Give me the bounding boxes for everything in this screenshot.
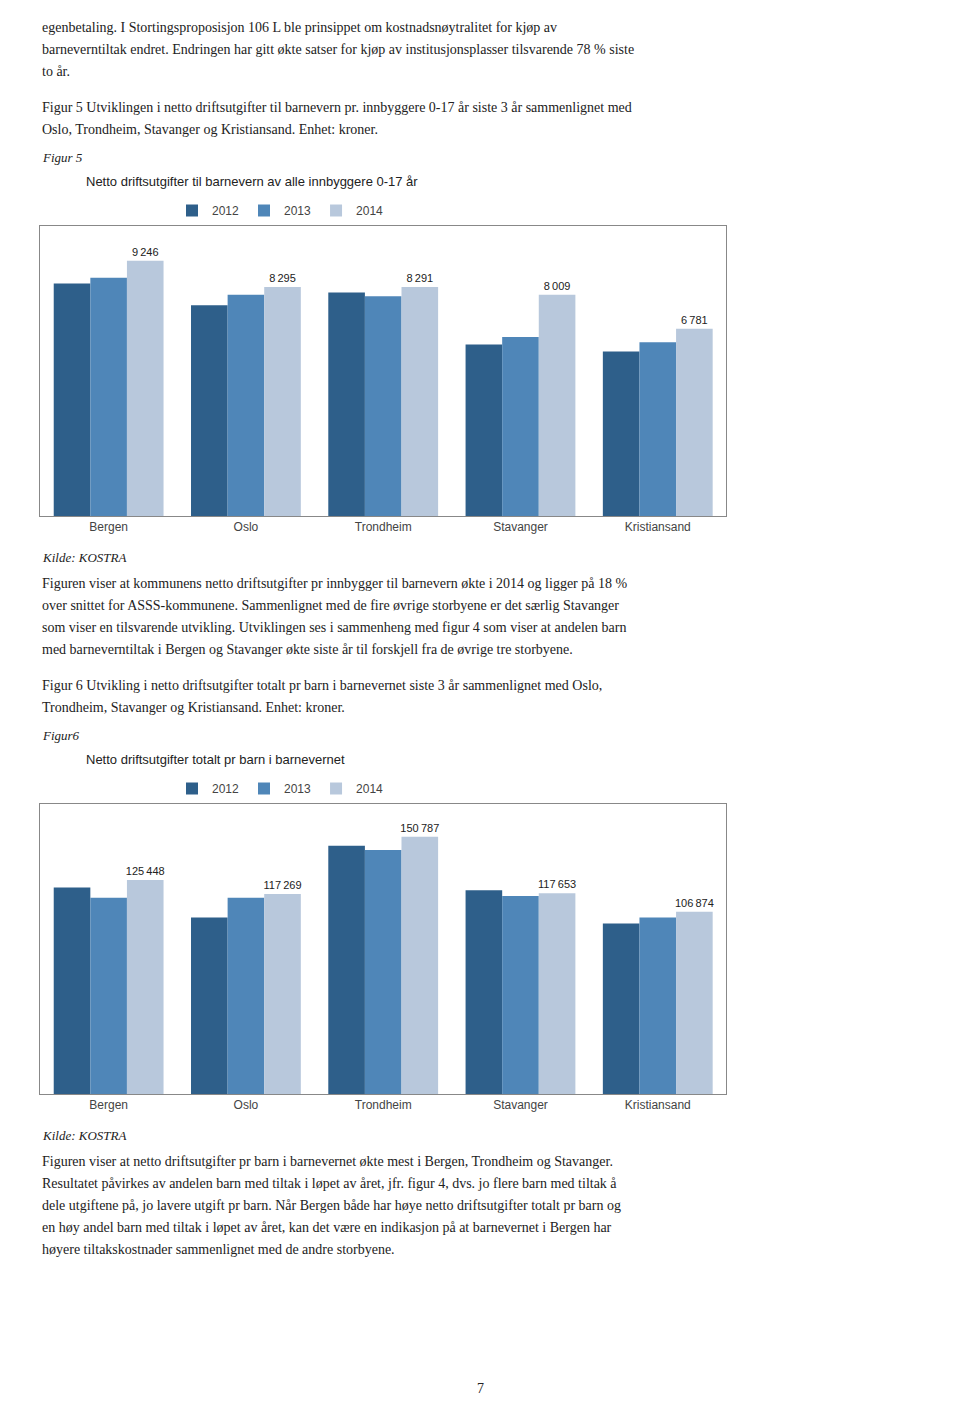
- svg-text:9 246: 9 246: [132, 246, 159, 258]
- svg-text:Figuren viser at netto driftsu: Figuren viser at netto driftsutgifter pr…: [42, 1154, 613, 1169]
- svg-text:Trondheim, Stavanger og Kristi: Trondheim, Stavanger og Kristiansand. En…: [42, 700, 345, 715]
- svg-text:Kristiansand: Kristiansand: [625, 520, 691, 534]
- svg-text:Stavanger: Stavanger: [493, 520, 548, 534]
- svg-text:2014: 2014: [356, 782, 383, 796]
- svg-text:Figur6: Figur6: [42, 728, 80, 743]
- svg-text:Bergen: Bergen: [89, 1098, 128, 1112]
- svg-text:Figur 5 Utviklingen i netto dr: Figur 5 Utviklingen i netto driftsutgift…: [42, 100, 632, 115]
- svg-text:Oslo: Oslo: [234, 1098, 259, 1112]
- svg-text:8 295: 8 295: [269, 272, 296, 284]
- svg-text:2014: 2014: [356, 204, 383, 218]
- svg-text:Netto driftsutgifter til barne: Netto driftsutgifter til barnevern av al…: [86, 174, 418, 189]
- svg-text:Stavanger: Stavanger: [493, 1098, 548, 1112]
- svg-text:med barneverntiltak i Bergen o: med barneverntiltak i Bergen og Stavange…: [42, 642, 573, 657]
- svg-text:Netto driftsutgifter totalt pr: Netto driftsutgifter totalt pr barn i ba…: [86, 752, 345, 767]
- svg-text:Trondheim: Trondheim: [355, 1098, 412, 1112]
- svg-text:to år.: to år.: [42, 64, 70, 79]
- svg-text:Figur 6 Utvikling i netto drif: Figur 6 Utvikling i netto driftsutgifter…: [42, 678, 602, 693]
- svg-text:høyere tiltakskostnader sammen: høyere tiltakskostnader sammenlignet med…: [42, 1242, 395, 1257]
- svg-text:Kristiansand: Kristiansand: [625, 1098, 691, 1112]
- svg-text:125 448: 125 448: [126, 865, 165, 877]
- svg-text:2012: 2012: [212, 782, 239, 796]
- svg-text:Resultatet påvirkes av andelen: Resultatet påvirkes av andelen barn med …: [42, 1176, 617, 1191]
- svg-text:150 787: 150 787: [400, 822, 439, 834]
- svg-text:7: 7: [477, 1381, 484, 1396]
- svg-text:2012: 2012: [212, 204, 239, 218]
- svg-text:2013: 2013: [284, 782, 311, 796]
- svg-text:Trondheim: Trondheim: [355, 520, 412, 534]
- svg-text:egenbetaling. I Stortingspropo: egenbetaling. I Stortingsproposisjon 106…: [42, 20, 557, 35]
- svg-text:2013: 2013: [284, 204, 311, 218]
- svg-text:6 781: 6 781: [681, 314, 708, 326]
- svg-text:117 653: 117 653: [538, 878, 576, 890]
- svg-text:106 874: 106 874: [675, 897, 714, 909]
- svg-text:Figur 5: Figur 5: [42, 150, 83, 165]
- svg-text:Figuren viser at kommunens net: Figuren viser at kommunens netto driftsu…: [42, 576, 627, 591]
- svg-text:Oslo: Oslo: [234, 520, 259, 534]
- svg-text:Bergen: Bergen: [89, 520, 128, 534]
- svg-text:Kilde: KOSTRA: Kilde: KOSTRA: [42, 550, 126, 565]
- svg-text:barneverntiltak endret. Endrin: barneverntiltak endret. Endringen har gi…: [42, 42, 634, 57]
- svg-text:8 291: 8 291: [406, 272, 433, 284]
- svg-text:en høy andel barn med tiltak i: en høy andel barn med tiltak i løpet av …: [42, 1220, 612, 1235]
- svg-text:117 269: 117 269: [263, 879, 301, 891]
- svg-text:dele utgiftene på, jo lavere u: dele utgiftene på, jo lavere utgift pr b…: [42, 1198, 621, 1213]
- svg-text:over snittet for ASSS-kommunen: over snittet for ASSS-kommunene. Sammenl…: [42, 598, 619, 613]
- svg-text:Oslo, Trondheim, Stavanger og: Oslo, Trondheim, Stavanger og Kristiansa…: [42, 122, 378, 137]
- svg-text:Kilde: KOSTRA: Kilde: KOSTRA: [42, 1128, 126, 1143]
- svg-text:som viser en tilsvarende utvik: som viser en tilsvarende utvikling. Utvi…: [42, 620, 626, 635]
- svg-text:8 009: 8 009: [544, 280, 571, 292]
